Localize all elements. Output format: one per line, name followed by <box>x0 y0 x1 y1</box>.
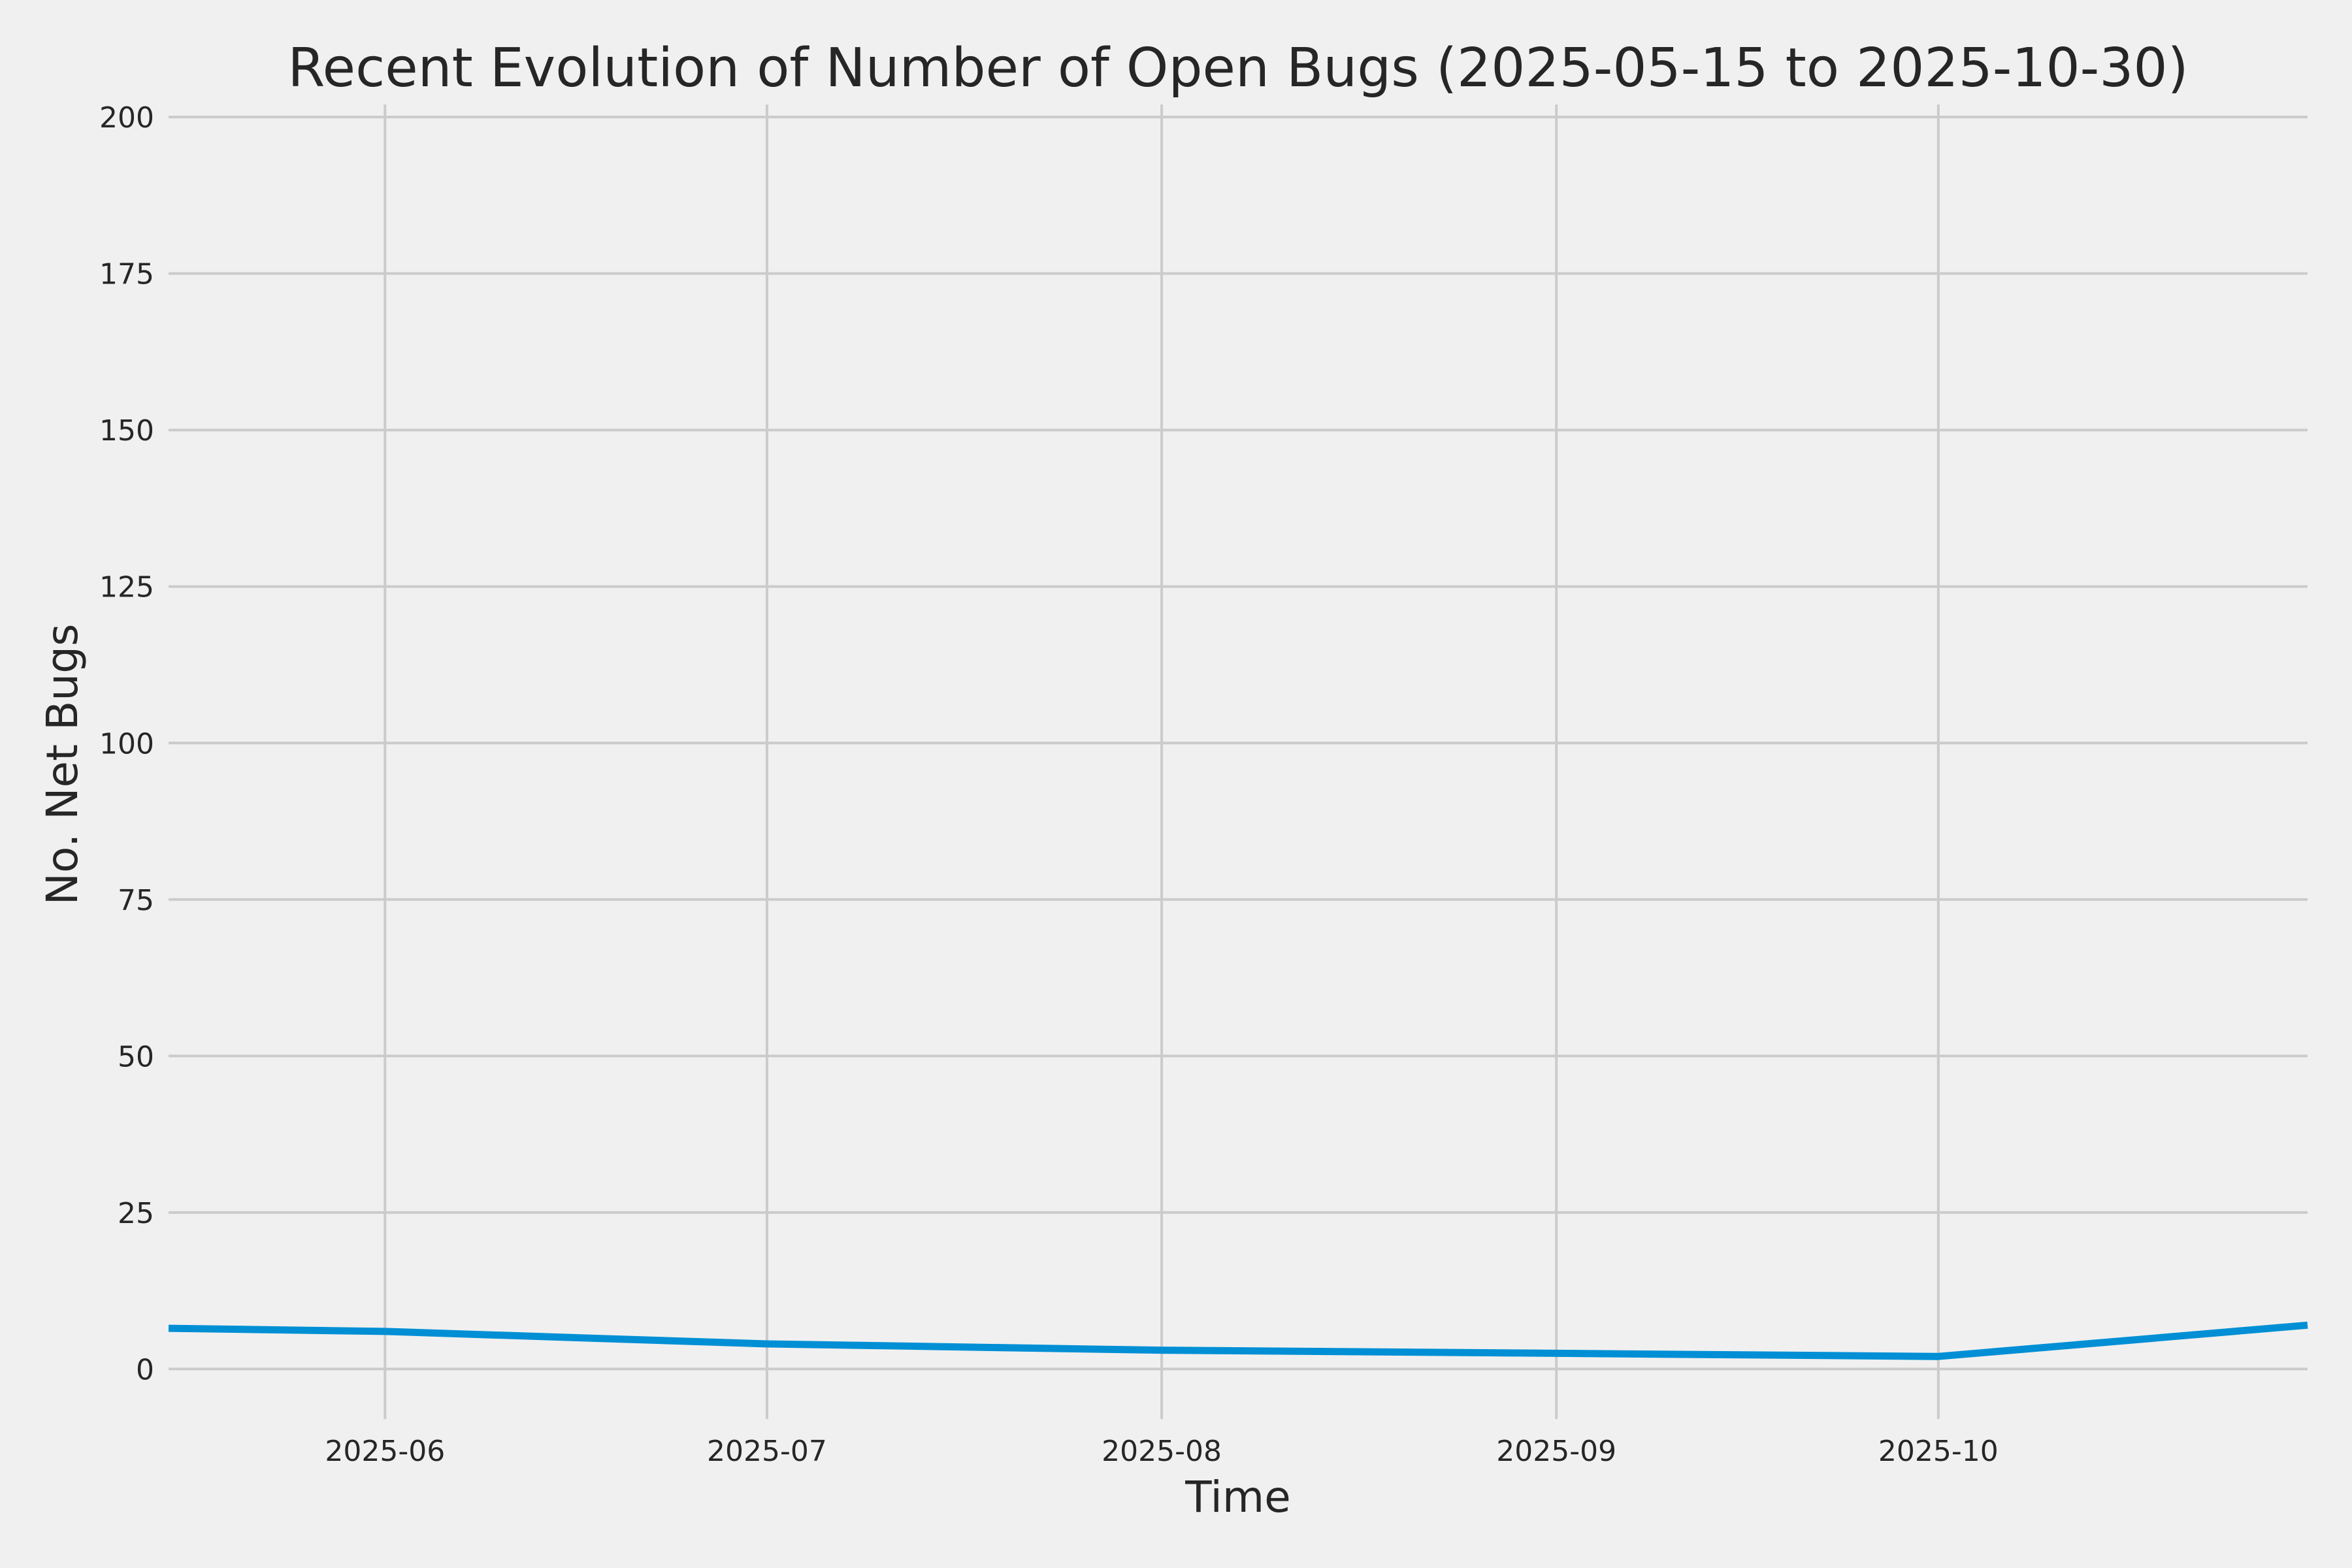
series-layer <box>168 1321 2308 1360</box>
x-tick-label: 2025-10 <box>1878 1435 1999 1468</box>
y-tick-label: 100 <box>99 727 154 760</box>
series-line <box>168 1321 2308 1360</box>
y-tick-label: 200 <box>99 101 154 135</box>
y-tick-label: 125 <box>99 571 154 604</box>
x-tick-label: 2025-07 <box>707 1435 827 1468</box>
x-tick-label: 2025-06 <box>325 1435 445 1468</box>
x-tick-label: 2025-09 <box>1496 1435 1616 1468</box>
y-axis-ticks: 0 25 50 75 100 125 150 175 200 <box>99 101 154 1386</box>
x-tick-label: 2025-08 <box>1102 1435 1222 1468</box>
x-axis-ticks: 2025-06 2025-07 2025-08 2025-09 2025-10 <box>325 1435 1998 1468</box>
x-axis-label: Time <box>1184 1472 1291 1522</box>
y-tick-label: 150 <box>99 414 154 448</box>
grid <box>169 105 2308 1419</box>
y-tick-label: 75 <box>118 884 154 917</box>
chart-title: Recent Evolution of Number of Open Bugs … <box>287 37 2188 99</box>
y-tick-label: 175 <box>99 258 154 291</box>
y-tick-label: 0 <box>136 1353 154 1386</box>
y-axis-label: No. Net Bugs <box>37 624 88 906</box>
y-tick-label: 25 <box>118 1197 154 1230</box>
y-tick-label: 50 <box>118 1040 154 1073</box>
